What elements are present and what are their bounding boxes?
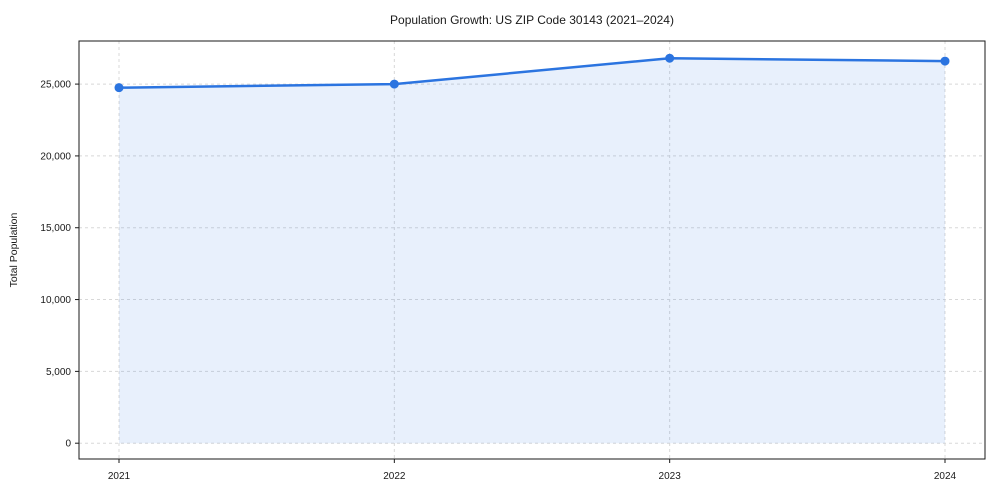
data-point — [940, 56, 950, 66]
data-point — [665, 53, 675, 63]
area-fill — [119, 58, 945, 444]
y-tick-label: 15,000 — [40, 223, 71, 234]
y-axis-label: Total Population — [8, 212, 20, 287]
axes-spines — [78, 40, 986, 460]
data-point — [114, 83, 124, 93]
x-tick-label: 2024 — [934, 471, 957, 482]
y-tick-label: 5,000 — [46, 367, 71, 378]
data-line — [117, 56, 947, 89]
y-tick-label: 20,000 — [40, 151, 71, 162]
x-tick-label: 2023 — [659, 471, 682, 482]
data-point — [389, 79, 399, 89]
x-tick-label: 2022 — [383, 471, 406, 482]
chart-title: Population Growth: US ZIP Code 30143 (20… — [390, 13, 674, 27]
plot-layer: 0 5,000 10,000 15,000 20,000 25,000 2021 2022 20… — [40, 40, 986, 482]
y-tick-label: 0 — [65, 439, 71, 450]
y-tick-label: 25,000 — [40, 80, 71, 91]
y-tick-label: 10,000 — [40, 295, 71, 306]
plot-area — [79, 41, 985, 459]
x-tick-label: 2021 — [108, 471, 131, 482]
